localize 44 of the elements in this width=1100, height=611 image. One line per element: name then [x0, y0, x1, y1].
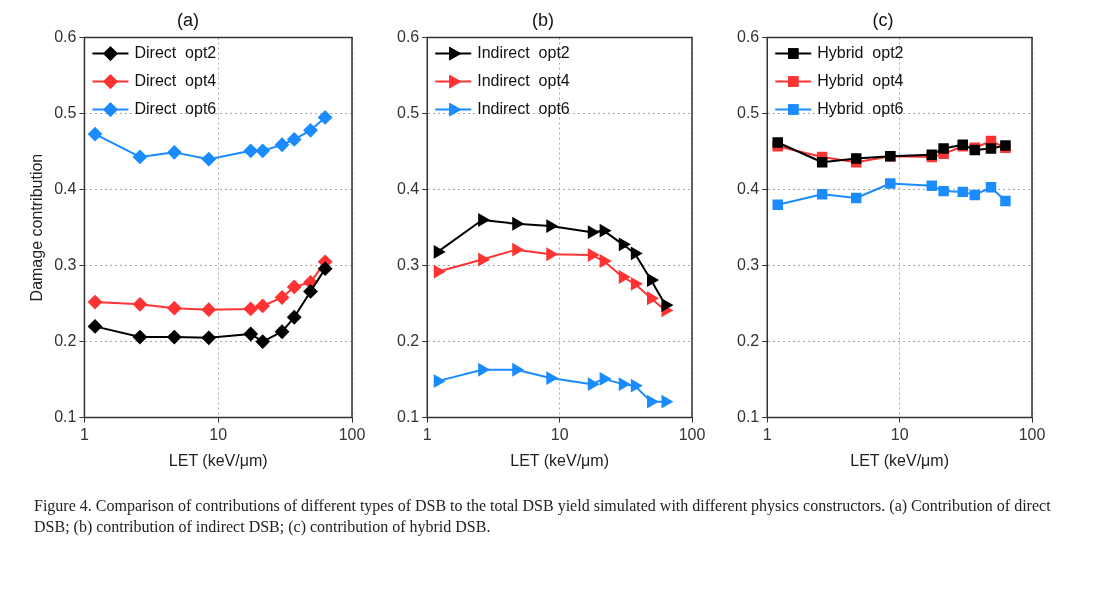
x-tick-label: 1 — [422, 425, 432, 443]
y-tick-label: 0.5 — [54, 104, 77, 122]
y-tick-label: 0.2 — [54, 332, 77, 350]
legend-label: Hybrid opt6 — [817, 100, 904, 118]
y-tick-label: 0.3 — [54, 256, 77, 274]
y-tick-label: 0.5 — [736, 104, 760, 122]
y-tick-label: 0.3 — [396, 256, 420, 274]
y-axis-title: Damage contribution — [28, 153, 46, 302]
x-tick-label: 10 — [550, 425, 569, 443]
x-tick-label: 100 — [1018, 425, 1046, 443]
chart-title: (b) — [532, 9, 554, 30]
chart-title: (c) — [872, 9, 894, 30]
y-tick-label: 0.6 — [736, 28, 760, 46]
legend-label: Indirect opt2 — [477, 44, 570, 62]
y-tick-label: 0.1 — [736, 408, 760, 426]
y-tick-label: 0.2 — [736, 332, 760, 350]
y-tick-label: 0.6 — [396, 28, 420, 46]
y-tick-label: 0.6 — [54, 28, 77, 46]
x-tick-label: 100 — [678, 425, 706, 443]
x-axis-title: LET (keV/μm) — [168, 451, 268, 469]
legend-label: Hybrid opt2 — [817, 44, 904, 62]
y-tick-label: 0.4 — [736, 180, 760, 198]
caption: Figure 4. Comparison of contributions of different types of DSB to the total DSB yield simulated with different physics constructors. (a) Contribution of direct DSB; (b) contribution of indirect DSB; (c) contribution of hybrid DSB. — [34, 496, 1052, 537]
y-tick-label: 0.1 — [396, 408, 420, 426]
y-tick-label: 0.1 — [54, 408, 77, 426]
x-tick-label: 1 — [79, 425, 89, 443]
legend-label: Hybrid opt4 — [817, 72, 904, 90]
y-tick-label: 0.4 — [54, 180, 77, 198]
y-tick-label: 0.2 — [396, 332, 420, 350]
y-tick-label: 0.5 — [396, 104, 420, 122]
x-tick-label: 100 — [338, 425, 366, 443]
x-tick-label: 10 — [890, 425, 909, 443]
legend-label: Indirect opt4 — [477, 72, 570, 90]
y-tick-label: 0.3 — [736, 256, 760, 274]
legend-label: Indirect opt6 — [477, 100, 570, 118]
legend-label: Direct opt6 — [134, 100, 217, 118]
legend-label: Direct opt4 — [134, 72, 217, 90]
legend-label: Direct opt2 — [134, 44, 217, 62]
x-axis-title: LET (keV/μm) — [850, 451, 949, 469]
x-axis-title: LET (keV/μm) — [510, 451, 609, 469]
y-tick-label: 0.4 — [396, 180, 420, 198]
x-tick-label: 1 — [762, 425, 772, 443]
chart-title: (a) — [177, 9, 199, 30]
x-tick-label: 10 — [209, 425, 228, 443]
